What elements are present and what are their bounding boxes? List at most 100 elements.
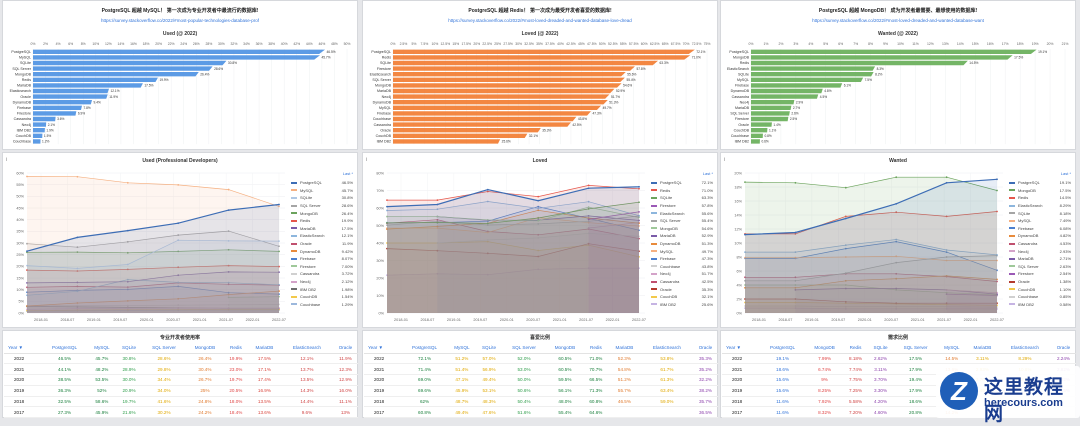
column-header[interactable]: Oracle bbox=[692, 343, 718, 354]
legend-item[interactable]: PostgreSQL 19.1% bbox=[1009, 179, 1071, 187]
column-header[interactable]: MariaDB bbox=[965, 343, 999, 354]
legend-sort-header[interactable]: Last * bbox=[342, 171, 353, 176]
column-header[interactable]: MongoDB bbox=[805, 343, 844, 354]
legend-item[interactable]: Couchbase 43.8% bbox=[651, 263, 713, 271]
site-logo[interactable]: Z 这里教程网 herecours.com bbox=[936, 366, 1080, 425]
legend-item[interactable]: Firestore 7.00% bbox=[291, 263, 353, 271]
legend-item[interactable]: Neo4j 2.93% bbox=[1009, 247, 1071, 255]
column-header[interactable]: ElasticSearch bbox=[640, 343, 693, 354]
legend-item[interactable]: Cassandra 4.53% bbox=[1009, 240, 1071, 248]
column-header[interactable]: ElasticSearch bbox=[280, 343, 333, 354]
legend-item[interactable]: SQL Server 28.6% bbox=[291, 202, 353, 210]
column-header[interactable]: SQLite bbox=[867, 343, 894, 354]
column-header[interactable]: Year ▼ bbox=[722, 343, 760, 354]
category-label: ElasticSearch bbox=[727, 67, 749, 71]
table-cell: 55.4% bbox=[546, 406, 584, 419]
column-header[interactable]: Redis bbox=[223, 343, 248, 354]
legend-item[interactable]: MySQL 45.7% bbox=[291, 187, 353, 195]
legend-item[interactable]: ElasticSearch 55.6% bbox=[651, 209, 713, 217]
column-header[interactable]: SQL Server bbox=[502, 343, 547, 354]
legend-item[interactable]: CouchDB 1.54% bbox=[291, 293, 353, 301]
legend-item[interactable]: IBM DB2 25.6% bbox=[651, 301, 713, 309]
legend-item[interactable]: ElasticSearch 8.29% bbox=[1009, 202, 1071, 210]
column-header[interactable]: MariaDB bbox=[607, 343, 641, 354]
legend-item[interactable]: Neo4j 51.7% bbox=[651, 270, 713, 278]
survey-link[interactable]: https://survey.stackoverflow.co/2022/#mo… bbox=[448, 18, 632, 23]
legend-swatch bbox=[651, 219, 657, 222]
column-header[interactable]: Redis bbox=[583, 343, 608, 354]
legend-item[interactable]: MySQL 49.7% bbox=[651, 247, 713, 255]
column-header[interactable]: PostgreSQL bbox=[41, 343, 88, 354]
column-header[interactable]: Year ▼ bbox=[4, 343, 42, 354]
legend-item[interactable]: Firestore 57.8% bbox=[651, 202, 713, 210]
legend-item[interactable]: DynamoDB 4.82% bbox=[1009, 232, 1071, 240]
legend-item[interactable]: SQLite 8.18% bbox=[1009, 209, 1071, 217]
legend-sort-header[interactable]: Last * bbox=[1060, 171, 1071, 176]
column-header[interactable]: SQL Server bbox=[142, 343, 187, 354]
series-point bbox=[386, 221, 388, 224]
legend-item[interactable]: SQLite 63.3% bbox=[651, 194, 713, 202]
table-title: 喜爱比例 bbox=[529, 335, 550, 341]
legend-item[interactable]: SQLite 30.8% bbox=[291, 194, 353, 202]
info-icon[interactable]: i bbox=[724, 157, 726, 163]
legend-item[interactable]: MongoDB 26.4% bbox=[291, 209, 353, 217]
column-header[interactable]: Year ▼ bbox=[364, 343, 402, 354]
legend-item[interactable]: DynamoDB 9.42% bbox=[291, 247, 353, 255]
legend-item[interactable]: Redis 14.5% bbox=[1009, 194, 1071, 202]
series-point bbox=[895, 211, 898, 214]
info-icon[interactable]: i bbox=[6, 157, 8, 163]
legend-item[interactable]: CouchDB 1.10% bbox=[1009, 285, 1071, 293]
legend-item[interactable]: Oracle 11.9% bbox=[291, 240, 353, 248]
series-line bbox=[745, 305, 998, 308]
legend-item[interactable]: MariaDB 52.9% bbox=[651, 232, 713, 240]
legend-item[interactable]: DynamoDB 51.3% bbox=[651, 240, 713, 248]
column-header[interactable]: PostgreSQL bbox=[759, 343, 806, 354]
legend-item[interactable]: Cassandra 3.72% bbox=[291, 270, 353, 278]
legend-sort-header[interactable]: Last * bbox=[702, 171, 713, 176]
column-header[interactable]: MySQL bbox=[937, 343, 966, 354]
legend-item[interactable]: MongoDB 54.6% bbox=[651, 225, 713, 233]
column-header[interactable]: SQLite bbox=[116, 343, 142, 354]
legend-item[interactable]: Couchbase 0.85% bbox=[1009, 293, 1071, 301]
column-header[interactable]: Oracle bbox=[1050, 343, 1076, 354]
legend-item[interactable]: IBM DB2 1.98% bbox=[291, 285, 353, 293]
legend-item[interactable]: Oracle 1.38% bbox=[1009, 278, 1071, 286]
info-icon[interactable]: i bbox=[366, 157, 368, 163]
column-header[interactable]: MySQL bbox=[447, 343, 477, 354]
column-header[interactable]: SQLite bbox=[476, 343, 502, 354]
survey-link[interactable]: https://survey.stackoverflow.co/2022/#mo… bbox=[100, 18, 259, 23]
column-header[interactable]: SQL Server bbox=[893, 343, 938, 354]
column-header[interactable]: Redis bbox=[843, 343, 868, 354]
legend-item[interactable]: IBM DB2 0.58% bbox=[1009, 301, 1071, 309]
legend-item[interactable]: Firestore 2.54% bbox=[1009, 270, 1071, 278]
legend-item[interactable]: Couchbase 1.29% bbox=[291, 301, 353, 309]
legend-item[interactable]: Firebase 47.3% bbox=[651, 255, 713, 263]
legend-item[interactable]: PostgreSQL 46.5% bbox=[291, 179, 353, 187]
legend-item[interactable]: Redis 19.9% bbox=[291, 217, 353, 225]
legend-item[interactable]: SQL Server 2.63% bbox=[1009, 263, 1071, 271]
legend-item[interactable]: Cassandra 42.5% bbox=[651, 278, 713, 286]
column-header[interactable]: MySQL bbox=[87, 343, 117, 354]
legend-item[interactable]: MySQL 7.49% bbox=[1009, 217, 1071, 225]
survey-link[interactable]: https://survey.stackoverflow.co/2022/#mo… bbox=[812, 18, 984, 23]
legend-item[interactable]: SQL Server 55.4% bbox=[651, 217, 713, 225]
legend-item[interactable]: ElasticSearch 12.1% bbox=[291, 232, 353, 240]
legend-item[interactable]: Firebase 8.07% bbox=[291, 255, 353, 263]
legend-item[interactable]: MongoDB 17.5% bbox=[1009, 187, 1071, 195]
column-header[interactable]: MongoDB bbox=[546, 343, 584, 354]
legend-item[interactable]: PostgreSQL 72.1% bbox=[651, 179, 713, 187]
legend-item[interactable]: CouchDB 32.1% bbox=[651, 293, 713, 301]
legend-item[interactable]: MariaDB 2.71% bbox=[1009, 255, 1071, 263]
legend-item[interactable]: Oracle 35.3% bbox=[651, 285, 713, 293]
column-header[interactable]: MariaDB bbox=[247, 343, 281, 354]
column-header[interactable]: MongoDB bbox=[186, 343, 224, 354]
x-tick-label: 2018-07 bbox=[778, 318, 792, 322]
x-tick-label: 28% bbox=[205, 42, 212, 46]
legend-item[interactable]: Firebase 6.08% bbox=[1009, 225, 1071, 233]
column-header[interactable]: Oracle bbox=[332, 343, 358, 354]
legend-item[interactable]: Redis 71.0% bbox=[651, 187, 713, 195]
column-header[interactable]: PostgreSQL bbox=[401, 343, 448, 354]
column-header[interactable]: ElasticSearch bbox=[998, 343, 1051, 354]
legend-item[interactable]: MariaDB 17.5% bbox=[291, 225, 353, 233]
legend-item[interactable]: Neo4j 2.12% bbox=[291, 278, 353, 286]
